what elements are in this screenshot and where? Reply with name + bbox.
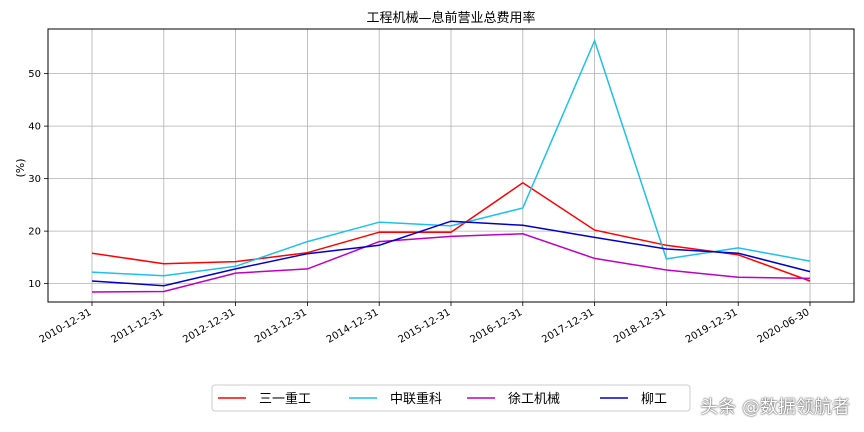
legend: 三一重工 中联重科 徐工机械 柳工 — [211, 384, 691, 412]
x-tick-label: 2018-12-31 — [612, 307, 668, 346]
legend-label: 柳工 — [641, 392, 667, 407]
legend-label: 徐工机械 — [508, 392, 560, 407]
series-line — [91, 38, 811, 277]
y-tick-label: 50 — [28, 69, 41, 80]
legend-label: 三一重工 — [259, 391, 311, 407]
x-tick-label: 2010-12-31 — [38, 307, 94, 346]
x-tick-label: 2014-12-31 — [325, 307, 381, 346]
x-tick-label: 2017-12-31 — [540, 307, 596, 346]
x-axis: 2010-12-31 2011-12-31 2012-12-31 2013-12-31… — [38, 302, 812, 346]
grid — [48, 29, 854, 302]
y-tick-label: 30 — [28, 174, 41, 185]
y-tick-label: 40 — [28, 122, 41, 133]
x-tick-label: 2012-12-31 — [181, 307, 237, 346]
y-axis-label: (%) — [14, 158, 27, 177]
watermark: 头条 @数据领航者 — [700, 397, 850, 418]
series-line — [91, 181, 811, 282]
x-tick-label: 2019-12-31 — [684, 307, 740, 346]
series-lines — [91, 38, 811, 293]
x-tick-label: 2020-06-30 — [756, 307, 812, 346]
chart-title: 工程机械—息前营业总费用率 — [366, 10, 535, 26]
x-tick-label: 2016-12-31 — [468, 307, 524, 346]
y-tick-label: 10 — [28, 279, 41, 290]
legend-label: 中联重科 — [390, 391, 442, 407]
x-tick-label: 2015-12-31 — [397, 307, 453, 346]
y-axis: 10 20 30 40 50 — [28, 69, 48, 290]
series-line — [91, 220, 811, 287]
x-tick-label: 2011-12-31 — [109, 307, 165, 346]
legend-box — [211, 384, 691, 412]
y-tick-label: 20 — [28, 227, 41, 238]
x-tick-label: 2013-12-31 — [253, 307, 309, 346]
series-line — [91, 233, 811, 293]
